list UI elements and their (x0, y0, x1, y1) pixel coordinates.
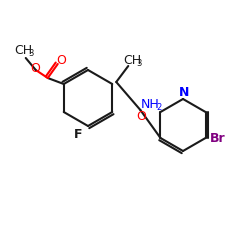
Text: Br: Br (210, 132, 225, 144)
Text: O: O (30, 62, 40, 76)
Text: NH: NH (141, 98, 160, 112)
Text: O: O (56, 54, 66, 68)
Text: 3: 3 (28, 48, 34, 58)
Text: CH: CH (123, 54, 141, 68)
Text: F: F (74, 128, 82, 140)
Text: 3: 3 (136, 58, 142, 68)
Text: 2: 2 (157, 102, 162, 112)
Text: CH: CH (15, 44, 33, 58)
Text: N: N (179, 86, 189, 100)
Text: O: O (136, 110, 146, 122)
